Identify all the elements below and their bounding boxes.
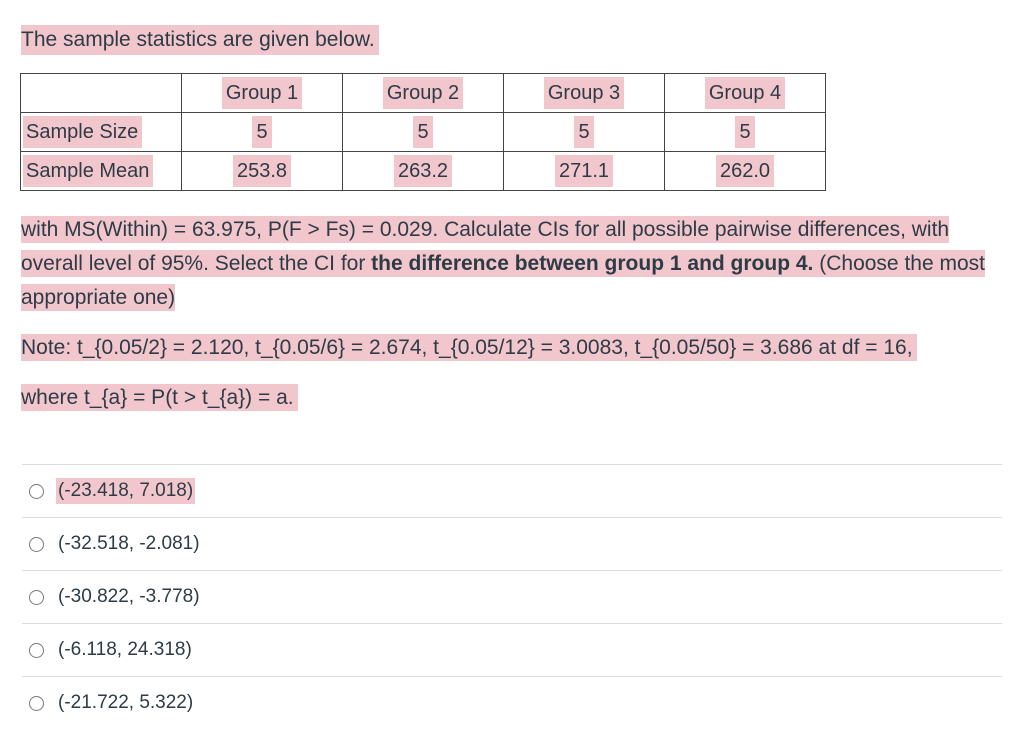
table-cell: 5 — [181, 112, 343, 152]
table-cell: 263.2 — [342, 151, 504, 191]
header-group-1: Group 1 — [181, 73, 343, 113]
answer-option[interactable]: (-6.118, 24.318) — [22, 623, 1002, 676]
question-bold: the difference between group 1 and group… — [371, 250, 814, 277]
table-corner-cell — [20, 73, 182, 113]
row-label-sample-size: Sample Size — [20, 112, 182, 152]
answer-label[interactable]: (-32.518, -2.081) — [58, 533, 200, 554]
answer-label[interactable]: (-21.722, 5.322) — [58, 692, 194, 713]
intro-text: The sample statistics are given below. — [21, 25, 379, 55]
answer-label[interactable]: (-23.418, 7.018) — [56, 478, 196, 504]
table-cell: 5 — [342, 112, 504, 152]
question-text: with MS(Within) = 63.975, P(F > Fs) = 0.… — [21, 213, 1001, 315]
radio-button[interactable] — [29, 642, 44, 658]
sample-statistics-table: Group 1 Group 2 Group 3 Group 4 Sample S… — [20, 73, 826, 191]
radio-button[interactable] — [29, 589, 44, 605]
answer-option[interactable]: (-23.418, 7.018) — [22, 464, 1002, 517]
answer-list: (-23.418, 7.018) (-32.518, -2.081) (-30.… — [22, 464, 1002, 729]
table-cell: 5 — [503, 112, 665, 152]
header-group-4: Group 4 — [664, 73, 826, 113]
radio-button[interactable] — [29, 483, 44, 499]
answer-option[interactable]: (-32.518, -2.081) — [22, 517, 1002, 570]
header-group-2: Group 2 — [342, 73, 504, 113]
table-cell: 262.0 — [664, 151, 826, 191]
table-header-row: Group 1 Group 2 Group 3 Group 4 — [20, 73, 826, 113]
note-line-2: where t_{a} = P(t > t_{a}) = a. — [21, 381, 298, 415]
header-group-3: Group 3 — [503, 73, 665, 113]
radio-button[interactable] — [29, 695, 44, 711]
table-cell: 271.1 — [503, 151, 665, 191]
table-cell: 5 — [664, 112, 826, 152]
table-row: Sample Mean 253.8 263.2 271.1 262.0 — [20, 151, 826, 191]
table-cell: 253.8 — [181, 151, 343, 191]
note-line-1: Note: t_{0.05/2} = 2.120, t_{0.05/6} = 2… — [21, 331, 917, 365]
table-row: Sample Size 5 5 5 5 — [20, 112, 826, 152]
answer-label[interactable]: (-6.118, 24.318) — [58, 639, 192, 660]
answer-label[interactable]: (-30.822, -3.778) — [58, 586, 200, 607]
answer-option[interactable]: (-21.722, 5.322) — [22, 676, 1002, 729]
answer-option[interactable]: (-30.822, -3.778) — [22, 570, 1002, 623]
radio-button[interactable] — [29, 536, 44, 552]
row-label-sample-mean: Sample Mean — [20, 151, 182, 191]
